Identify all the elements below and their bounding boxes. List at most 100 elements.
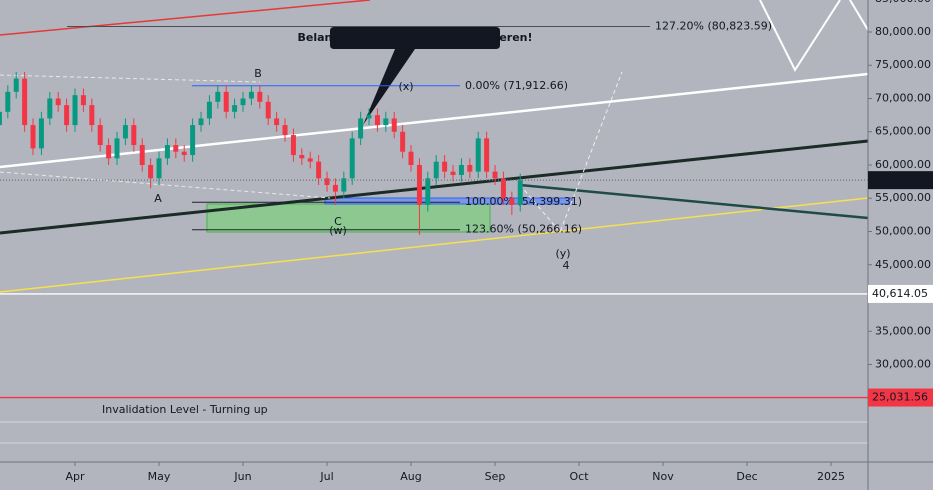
candle-body	[349, 138, 355, 179]
price-badge	[868, 171, 933, 190]
fib-label: 100.00% (54,399.31)	[465, 195, 582, 208]
candle-body	[316, 161, 322, 179]
candle-body	[366, 115, 372, 119]
trend-line	[519, 183, 869, 220]
candle-body	[55, 98, 61, 106]
candle-body	[391, 118, 397, 132]
candle-body	[206, 101, 212, 119]
candle-body	[416, 164, 422, 205]
candle-body	[5, 91, 11, 112]
x-tick-label: May	[148, 470, 171, 483]
candle-body	[484, 138, 490, 172]
callout	[330, 27, 500, 125]
price-badge	[868, 284, 933, 303]
candle-body	[400, 131, 406, 152]
projection-path	[849, 0, 869, 31]
candle-body	[299, 155, 305, 159]
candle-body	[509, 198, 515, 205]
y-axis-panel	[868, 0, 933, 462]
annotation: Belangrijke weerstand voor de beren!	[297, 31, 532, 44]
candle-body	[467, 164, 473, 172]
annotation: Invalidation Level - Turning up	[102, 403, 268, 416]
candle-body	[307, 158, 313, 162]
x-tick-label: Aug	[400, 470, 421, 483]
y-tick-label: 85,000.00	[875, 0, 931, 5]
annotation: (x)	[398, 80, 413, 93]
candle-body	[139, 145, 145, 165]
candle-body	[265, 101, 271, 119]
candle-body	[240, 98, 246, 106]
y-tick-label: 80,000.00	[875, 25, 931, 38]
fib-label: 0.00% (71,912.66)	[465, 79, 568, 92]
channel-line	[0, 74, 261, 83]
candle-body	[274, 118, 280, 126]
candle-body	[475, 138, 481, 172]
x-tick-label: Apr	[65, 470, 85, 483]
candle-body	[13, 78, 19, 92]
candle-body	[148, 164, 154, 179]
candle-body	[290, 135, 296, 156]
candle-body	[72, 95, 78, 126]
x-tick-label: Nov	[652, 470, 674, 483]
trend-line	[0, 0, 371, 36]
price-badge-label: 57,721.92	[872, 173, 928, 186]
y-tick-label: 55,000.00	[875, 191, 931, 204]
price-badge-label: 25,031.56	[872, 391, 928, 404]
x-tick-label: Jun	[233, 470, 251, 483]
candle-body	[64, 105, 70, 126]
trend-line	[0, 197, 869, 293]
y-tick-label: 35,000.00	[875, 324, 931, 337]
annotation: 4	[563, 259, 570, 272]
annotation: C	[334, 215, 342, 228]
candle-body	[282, 125, 288, 136]
y-tick-label: 45,000.00	[875, 258, 931, 271]
candle-body	[257, 91, 263, 102]
annotation: B	[254, 67, 262, 80]
candle-body	[97, 125, 103, 146]
x-tick-label: 2025	[817, 470, 845, 483]
fib-label: 127.20% (80,823.59)	[655, 20, 772, 33]
candle-body	[408, 151, 414, 165]
x-tick-label: Sep	[485, 470, 506, 483]
candle-body	[332, 184, 338, 192]
candle-body	[442, 161, 448, 172]
candle-body	[383, 118, 389, 126]
candle-body	[198, 118, 204, 126]
candle-body	[80, 95, 86, 106]
projection-path	[759, 0, 841, 73]
x-tick-label: Jul	[319, 470, 333, 483]
price-badge-label: 40,614.05	[872, 287, 928, 300]
y-tick-label: 50,000.00	[875, 224, 931, 237]
candle-body	[131, 125, 137, 146]
trend-line	[0, 139, 869, 235]
candle-body	[114, 138, 120, 159]
x-tick-label: Oct	[570, 470, 590, 483]
candle-body	[358, 118, 364, 139]
price-badge	[868, 388, 933, 407]
candle-body	[223, 91, 229, 112]
y-tick-label: 70,000.00	[875, 91, 931, 104]
candle-body	[450, 171, 456, 175]
candle-body	[433, 161, 439, 179]
channel-line	[0, 171, 331, 199]
candle-body	[425, 178, 431, 205]
candle-body	[47, 98, 53, 119]
fib-label: 123.60% (50,266.16)	[465, 223, 582, 236]
candle-body	[374, 115, 380, 126]
candle-body	[0, 111, 2, 126]
candle-body	[106, 145, 112, 159]
candle-body	[232, 105, 238, 112]
candle-body	[122, 125, 128, 139]
candle-body	[341, 178, 347, 192]
candle-body	[181, 151, 187, 156]
candle-body	[248, 91, 254, 99]
x-tick-label: Dec	[736, 470, 757, 483]
y-tick-label: 65,000.00	[875, 125, 931, 138]
candle-body	[156, 158, 162, 179]
candle-body	[164, 145, 170, 159]
projection-path	[519, 71, 623, 233]
annotation: A	[154, 192, 162, 205]
y-tick-label: 75,000.00	[875, 58, 931, 71]
